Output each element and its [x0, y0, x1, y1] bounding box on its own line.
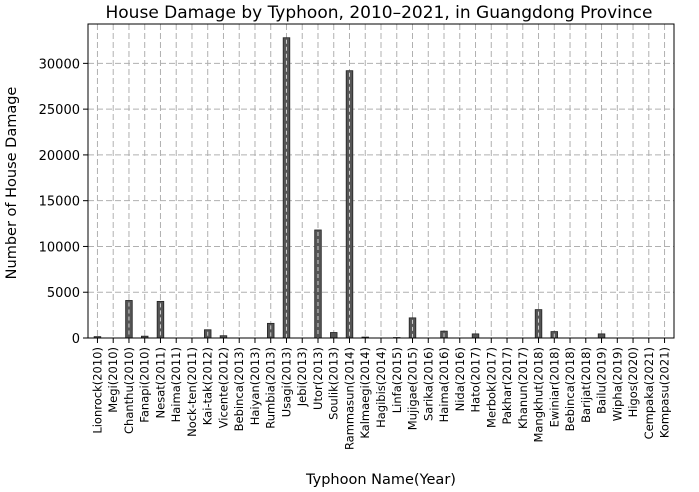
x-tick-label: Haiyan(2013): [248, 347, 262, 425]
x-tick-label: Rammasun(2014): [342, 347, 356, 450]
y-axis-label: Number of House Damage: [4, 87, 20, 280]
x-tick-label: Soulik(2013): [327, 347, 341, 420]
y-tick-label: 25000: [39, 103, 80, 118]
x-tick-label: Mujigae(2015): [406, 347, 420, 430]
chart-title: House Damage by Typhoon, 2010–2021, in G…: [106, 3, 653, 23]
x-tick-label: Usagi(2013): [279, 347, 293, 417]
x-tick-label: Fanapi(2010): [138, 347, 152, 423]
x-tick-label: Khanun(2017): [516, 347, 530, 429]
x-tick-label: Higos(2020): [626, 347, 640, 417]
x-tick-label: Utor(2013): [311, 347, 325, 410]
x-axis-label: Typhoon Name(Year): [305, 472, 456, 488]
x-tick-label: Haima(2016): [437, 347, 451, 422]
x-tick-label: Chanthu(2010): [122, 347, 136, 434]
x-tick-label: Nida(2016): [453, 347, 467, 411]
x-tick-label: Bebinca(2018): [563, 347, 577, 431]
x-tick-label: Ewiniar(2018): [547, 347, 561, 427]
x-tick-label: Megi(2010): [106, 347, 120, 413]
x-tick-label: Merbok(2017): [484, 347, 498, 428]
x-tick-label: Mangkhut(2018): [532, 347, 546, 443]
x-tick-label: Rumbia(2013): [264, 347, 278, 429]
x-tick-label: Nesat(2011): [153, 347, 167, 418]
bar: [330, 332, 338, 339]
y-tick-label: 30000: [39, 57, 80, 72]
x-tick-label: Kompasu(2021): [658, 347, 672, 438]
x-tick-label: Nock-ten(2011): [185, 347, 199, 437]
x-tick-label: Pakhar(2017): [500, 347, 514, 424]
x-tick-label: Jebi(2013): [295, 347, 309, 407]
x-tick-label: Bailu(2019): [595, 347, 609, 414]
bar: [471, 333, 480, 339]
x-tick-label: Sarika(2016): [421, 347, 435, 421]
x-tick-label: Vicente(2012): [216, 347, 230, 428]
y-tick-label: 5000: [47, 286, 80, 301]
x-tick-label: Linfa(2015): [390, 347, 404, 413]
y-axis-ticks: 0 5000 10000 15000 20000 25000 30000: [39, 57, 88, 347]
y-tick-label: 15000: [39, 195, 80, 210]
bar: [597, 333, 606, 339]
x-tick-label: Kalmaegi(2014): [358, 347, 372, 439]
x-tick-label: Hato(2017): [469, 347, 483, 412]
x-axis-ticks: Lionrock(2010) Megi(2010) Chanthu(2010) Fan…: [90, 338, 672, 450]
x-tick-label: Haima(2011): [169, 347, 183, 422]
x-tick-label: Kai-tak(2012): [201, 347, 215, 425]
y-tick-label: 20000: [39, 149, 80, 164]
x-tick-label: Barijat(2018): [579, 347, 593, 423]
x-tick-label: Bebinca(2013): [232, 347, 246, 431]
x-tick-label: Hagibis(2014): [374, 347, 388, 428]
y-tick-label: 0: [72, 332, 80, 347]
x-tick-label: Wipha(2019): [610, 347, 624, 421]
grid-lines: [88, 24, 674, 339]
x-tick-label: Cempaka(2021): [642, 347, 656, 439]
bars: [93, 37, 606, 339]
x-tick-label: Lionrock(2010): [90, 347, 104, 434]
y-tick-label: 10000: [39, 240, 80, 255]
